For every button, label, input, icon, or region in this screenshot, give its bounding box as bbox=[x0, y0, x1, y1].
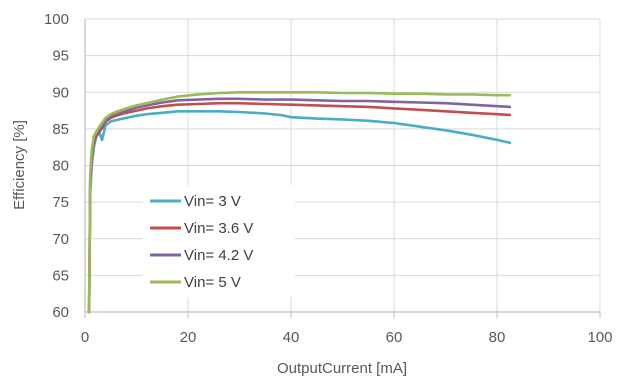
x-tick-label: 60 bbox=[386, 329, 403, 346]
y-tick-label: 100 bbox=[44, 11, 69, 28]
y-tick-label: 70 bbox=[52, 231, 69, 248]
y-tick-label: 75 bbox=[52, 194, 69, 211]
x-axis-title: OutputCurrent [mA] bbox=[277, 360, 407, 377]
legend-label: Vin= 4.2 V bbox=[184, 247, 253, 264]
y-tick-label: 60 bbox=[52, 304, 69, 321]
x-tick-label: 0 bbox=[81, 329, 89, 346]
y-tick-label: 85 bbox=[52, 121, 69, 138]
series-line-2 bbox=[87, 101, 512, 314]
series-lines bbox=[87, 91, 512, 314]
y-tick-label: 65 bbox=[52, 267, 69, 284]
legend-label: Vin= 3 V bbox=[184, 193, 241, 210]
x-tick-label: 40 bbox=[283, 329, 300, 346]
y-axis-title: Efficiency [%] bbox=[11, 120, 28, 210]
x-tick-label: 100 bbox=[587, 329, 612, 346]
y-tick-label: 90 bbox=[52, 84, 69, 101]
legend-background bbox=[143, 185, 295, 297]
legend-label: Vin= 3.6 V bbox=[184, 220, 253, 237]
x-tick-label: 20 bbox=[180, 329, 197, 346]
axes: 60 65 70 75 80 85 90 95 100 0 20 40 60 80 100 bbox=[44, 11, 613, 346]
y-tick-label: 80 bbox=[52, 158, 69, 175]
legend-label: Vin= 5 V bbox=[184, 274, 241, 291]
x-tick-label: 80 bbox=[489, 329, 506, 346]
series-line-4 bbox=[87, 91, 512, 314]
legend: Vin= 3 V Vin= 3.6 V Vin= 4.2 V Vin= 5 V bbox=[143, 185, 295, 297]
y-tick-label: 95 bbox=[52, 48, 69, 65]
